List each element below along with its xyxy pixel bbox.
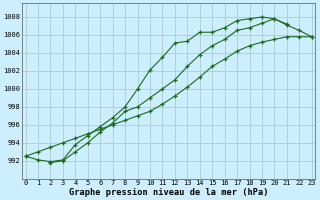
X-axis label: Graphe pression niveau de la mer (hPa): Graphe pression niveau de la mer (hPa) xyxy=(69,188,268,197)
